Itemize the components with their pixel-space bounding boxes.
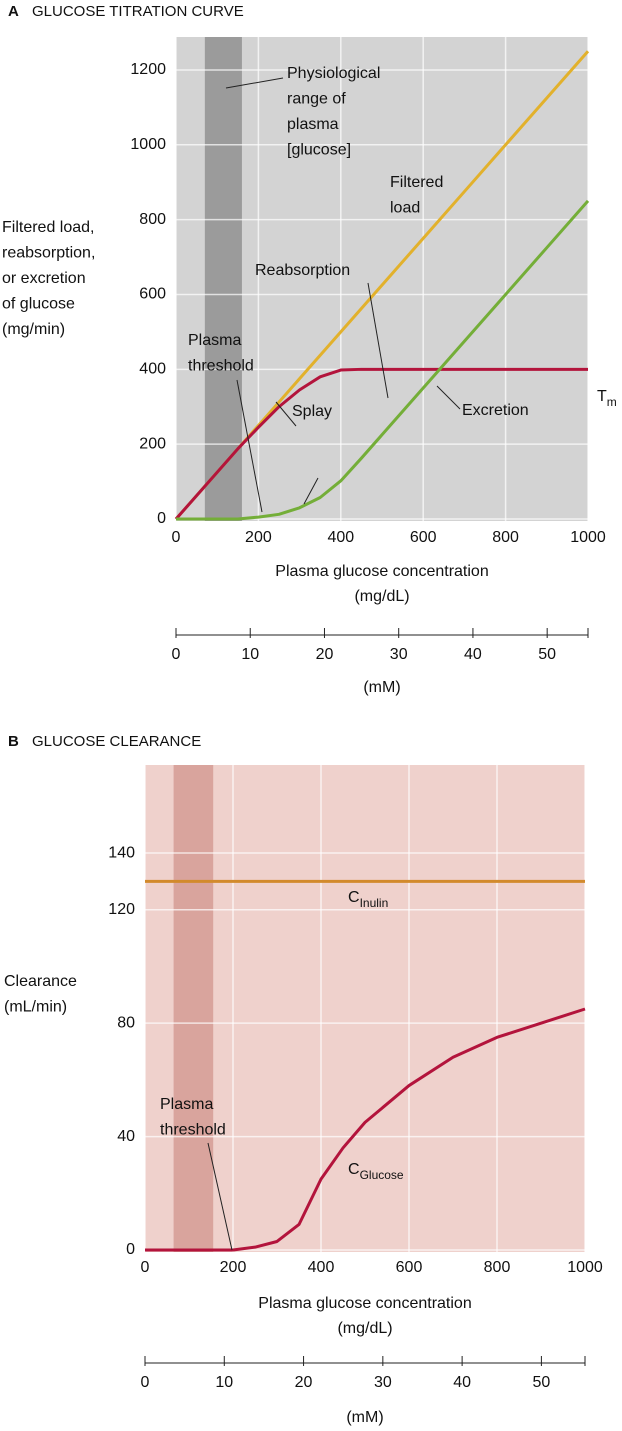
leader-line bbox=[225, 77, 284, 89]
physiological-band bbox=[204, 37, 242, 521]
x2-tick-label: 30 bbox=[390, 646, 408, 663]
annotation: Splay bbox=[292, 403, 332, 420]
annotation: threshold bbox=[160, 1122, 226, 1139]
y-tick-label: 200 bbox=[139, 435, 166, 452]
annotation: Filtered bbox=[390, 174, 443, 191]
chart-title: GLUCOSE TITRATION CURVE bbox=[32, 3, 244, 20]
x-tick-label: 0 bbox=[141, 1259, 150, 1276]
y-tick-label: 80 bbox=[117, 1014, 135, 1031]
x2-tick-label: 30 bbox=[374, 1374, 392, 1391]
annotation: Excretion bbox=[462, 402, 529, 419]
annotation: plasma bbox=[287, 116, 339, 133]
y-tick-label: 40 bbox=[117, 1128, 135, 1145]
leader-line bbox=[367, 282, 389, 399]
annotation: Physiological bbox=[287, 65, 380, 82]
leader-line bbox=[236, 379, 263, 513]
y-tick-label: 120 bbox=[108, 901, 135, 918]
annotation: Plasma bbox=[160, 1096, 213, 1113]
y-axis-label: (mL/min) bbox=[4, 999, 67, 1016]
x-tick-label: 400 bbox=[308, 1259, 335, 1276]
leader-line bbox=[275, 401, 297, 427]
y-tick-label: 1200 bbox=[130, 61, 166, 78]
leader-line bbox=[207, 1142, 233, 1251]
annotation: Tm bbox=[597, 388, 617, 409]
y-axis-label: reabsorption, bbox=[2, 245, 95, 262]
y-tick-label: 0 bbox=[126, 1241, 135, 1258]
x-tick-label: 800 bbox=[492, 529, 519, 546]
plot-background bbox=[145, 765, 585, 1252]
y-tick-label: 400 bbox=[139, 361, 166, 378]
series-line bbox=[174, 367, 588, 520]
x2-tick-label: 40 bbox=[464, 646, 482, 663]
panel-label: B bbox=[8, 733, 19, 750]
y-axis-label: Clearance bbox=[4, 973, 77, 990]
annotation: Reabsorption bbox=[255, 262, 350, 279]
leader-line bbox=[303, 477, 319, 505]
y-tick-label: 800 bbox=[139, 211, 166, 228]
panel-label: A bbox=[8, 3, 19, 20]
y-axis-label: of glucose bbox=[2, 296, 75, 313]
y-tick-label: 600 bbox=[139, 286, 166, 303]
x-tick-label: 200 bbox=[245, 529, 272, 546]
x2-tick-label: 20 bbox=[295, 1374, 313, 1391]
leader-line bbox=[436, 385, 461, 410]
annotation-subscript: Inulin bbox=[360, 896, 389, 910]
annotation-subscript: m bbox=[607, 395, 617, 409]
annotation: Plasma bbox=[188, 332, 241, 349]
annotation: [glucose] bbox=[287, 142, 351, 159]
annotation: range of bbox=[287, 91, 346, 108]
x2-tick-label: 0 bbox=[141, 1374, 150, 1391]
y-axis-label: or excretion bbox=[2, 270, 86, 287]
x2-tick-label: 10 bbox=[215, 1374, 233, 1391]
y-tick-label: 0 bbox=[157, 510, 166, 527]
series-line bbox=[145, 1007, 586, 1252]
x-tick-label: 0 bbox=[172, 529, 181, 546]
x2-tick-label: 50 bbox=[532, 1374, 550, 1391]
x-axis-label: Plasma glucose concentration bbox=[258, 1295, 471, 1312]
x2-axis-label: (mM) bbox=[346, 1409, 383, 1426]
chart-title: GLUCOSE CLEARANCE bbox=[32, 733, 201, 750]
x-tick-label: 800 bbox=[484, 1259, 511, 1276]
annotation: load bbox=[390, 200, 420, 217]
x-tick-label: 400 bbox=[327, 529, 354, 546]
x-tick-label: 200 bbox=[220, 1259, 247, 1276]
y-tick-label: 140 bbox=[108, 844, 135, 861]
y-tick-label: 1000 bbox=[130, 136, 166, 153]
physiological-band bbox=[173, 765, 214, 1252]
annotation-subscript: Glucose bbox=[360, 1168, 404, 1182]
y-axis-label: (mg/min) bbox=[2, 321, 65, 338]
series-line bbox=[176, 199, 590, 521]
x-tick-label: 1000 bbox=[567, 1259, 603, 1276]
y-axis-label: Filtered load, bbox=[2, 219, 95, 236]
x2-tick-label: 10 bbox=[241, 646, 259, 663]
x2-tick-label: 40 bbox=[453, 1374, 471, 1391]
annotation: threshold bbox=[188, 358, 254, 375]
x-axis-label: Plasma glucose concentration bbox=[275, 563, 488, 580]
x-tick-label: 600 bbox=[410, 529, 437, 546]
x-axis-label: (mg/dL) bbox=[337, 1320, 392, 1337]
x-tick-label: 1000 bbox=[570, 529, 606, 546]
x-tick-label: 600 bbox=[396, 1259, 423, 1276]
x2-tick-label: 50 bbox=[538, 646, 556, 663]
x-axis-label: (mg/dL) bbox=[354, 588, 409, 605]
x2-axis-label: (mM) bbox=[363, 679, 400, 696]
x2-tick-label: 0 bbox=[172, 646, 181, 663]
x2-tick-label: 20 bbox=[316, 646, 334, 663]
